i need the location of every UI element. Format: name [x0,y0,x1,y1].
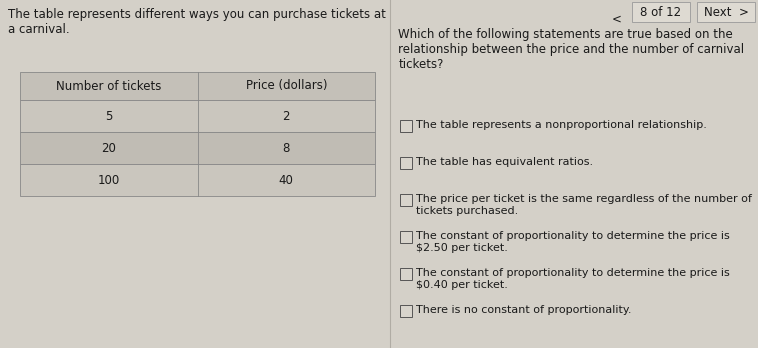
FancyBboxPatch shape [400,230,412,243]
FancyBboxPatch shape [400,119,412,132]
Text: There is no constant of proportionality.: There is no constant of proportionality. [416,305,632,315]
Text: 20: 20 [102,142,116,155]
Text: The table represents different ways you can purchase tickets at
a carnival.: The table represents different ways you … [8,8,386,36]
FancyBboxPatch shape [20,132,375,164]
Text: 100: 100 [98,174,120,187]
Text: The table represents a nonproportional relationship.: The table represents a nonproportional r… [416,120,707,130]
FancyBboxPatch shape [20,100,375,132]
FancyBboxPatch shape [400,193,412,206]
Text: The price per ticket is the same regardless of the number of
tickets purchased.: The price per ticket is the same regardl… [416,194,752,216]
FancyBboxPatch shape [400,304,412,316]
Text: 8 of 12: 8 of 12 [641,6,681,18]
Text: The constant of proportionality to determine the price is
$0.40 per ticket.: The constant of proportionality to deter… [416,268,730,290]
FancyBboxPatch shape [400,157,412,168]
Text: The constant of proportionality to determine the price is
$2.50 per ticket.: The constant of proportionality to deter… [416,231,730,253]
Text: 2: 2 [283,110,290,122]
FancyBboxPatch shape [20,72,375,100]
FancyBboxPatch shape [20,164,375,196]
Text: 5: 5 [105,110,112,122]
Text: 40: 40 [279,174,293,187]
Text: Number of tickets: Number of tickets [56,79,161,93]
Text: The table has equivalent ratios.: The table has equivalent ratios. [416,157,594,167]
FancyBboxPatch shape [400,268,412,279]
Text: Which of the following statements are true based on the
relationship between the: Which of the following statements are tr… [399,28,744,71]
Text: 8: 8 [283,142,290,155]
FancyBboxPatch shape [632,2,690,22]
FancyBboxPatch shape [697,2,755,22]
Text: Price (dollars): Price (dollars) [246,79,327,93]
Text: Next  >: Next > [703,6,748,18]
Text: <: < [612,13,622,26]
